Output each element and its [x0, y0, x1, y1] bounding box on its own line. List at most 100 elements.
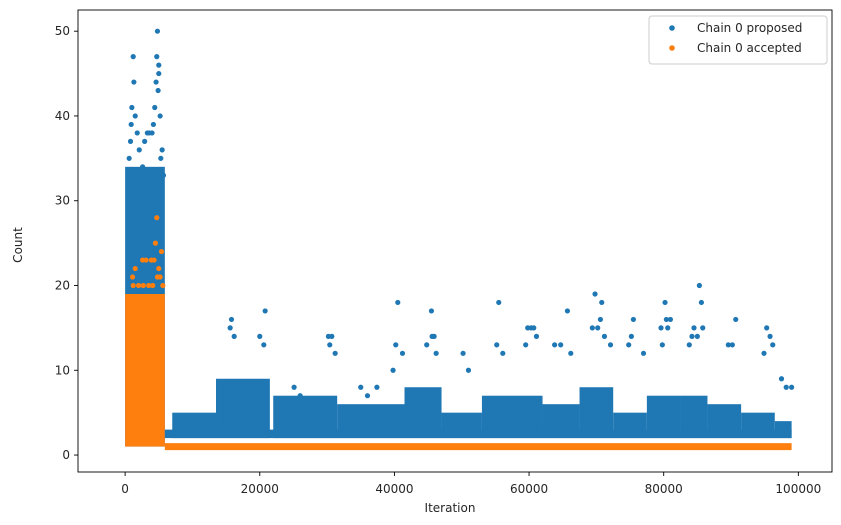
legend-box	[648, 15, 828, 65]
accepted-point-0	[154, 215, 160, 221]
dense-proposed-band-1	[216, 378, 270, 439]
proposed-point-0	[130, 54, 136, 60]
proposed-point-98	[767, 333, 773, 339]
proposed-point-35	[262, 308, 268, 314]
proposed-point-32	[228, 316, 235, 323]
proposed-point-39	[297, 393, 303, 399]
proposed-point-87	[696, 282, 702, 289]
y-tick-label-1: 10	[55, 363, 70, 377]
dense-proposed-floor	[164, 429, 792, 439]
proposed-point-93	[686, 342, 692, 348]
y-tick-label-5: 50	[55, 24, 70, 38]
x-tick-label-5: 100000	[775, 482, 821, 496]
proposed-point-23	[127, 138, 134, 144]
proposed-point-41	[329, 333, 335, 339]
proposed-point-20	[158, 155, 164, 161]
proposed-point-77	[630, 316, 637, 323]
proposed-point-27	[160, 172, 167, 178]
proposed-point-78	[628, 333, 634, 339]
x-tick-label-3: 60000	[510, 482, 548, 496]
proposed-point-48	[395, 299, 401, 306]
proposed-point-83	[663, 316, 669, 323]
x-tick-label-4: 80000	[645, 482, 683, 496]
proposed-point-64	[533, 333, 540, 339]
axes	[77, 9, 833, 473]
proposed-point-25	[133, 172, 139, 178]
proposed-point-45	[364, 393, 371, 399]
proposed-point-12	[154, 54, 160, 60]
proposed-point-21	[149, 130, 155, 136]
proposed-point-24	[126, 155, 132, 161]
proposed-point-102	[789, 384, 795, 390]
proposed-point-13	[154, 28, 161, 34]
proposed-point-56	[460, 350, 466, 356]
proposed-point-28	[138, 189, 144, 195]
proposed-point-44	[358, 384, 364, 390]
axes-frame	[77, 9, 833, 473]
accepted-point-12	[135, 282, 142, 289]
proposed-point-46	[374, 384, 380, 390]
accepted-point-16	[160, 282, 166, 289]
proposed-point-94	[733, 316, 739, 323]
proposed-point-86	[659, 342, 665, 348]
proposed-point-103	[778, 376, 785, 382]
proposed-point-1	[131, 79, 137, 85]
x-tick-label-2: 40000	[375, 482, 413, 496]
proposed-point-91	[689, 333, 695, 339]
y-tick-label-0: 0	[62, 448, 70, 462]
proposed-point-16	[153, 79, 159, 85]
proposed-point-65	[523, 342, 529, 348]
y-tick-label-3: 30	[55, 194, 70, 208]
y-tick-label-4: 40	[55, 109, 70, 123]
proposed-point-67	[564, 308, 571, 314]
accepted-point-15	[150, 282, 156, 289]
legend: Chain 0 proposed Chain 0 accepted	[648, 15, 828, 65]
y-axis-label: Count	[11, 227, 25, 263]
proposed-point-59	[494, 342, 500, 348]
proposed-point-53	[431, 333, 437, 339]
x-tick-label-0: 0	[121, 482, 129, 496]
proposed-point-74	[601, 333, 608, 339]
y-ticks: 0 10 20 30 40 50	[55, 24, 78, 462]
proposed-point-81	[658, 325, 664, 331]
proposed-point-79	[626, 342, 632, 348]
proposed-point-36	[257, 333, 263, 339]
legend-label-accepted: Chain 0 accepted	[697, 41, 802, 55]
dense-accepted-burnin	[125, 293, 165, 447]
proposed-point-100	[761, 350, 767, 356]
proposed-point-38	[291, 384, 297, 390]
proposed-point-50	[399, 350, 406, 356]
proposed-point-72	[597, 316, 604, 323]
proposed-point-75	[589, 325, 595, 331]
proposed-point-54	[424, 342, 430, 348]
proposed-point-37	[261, 342, 267, 348]
accepted-point-3	[143, 257, 149, 263]
proposed-point-7	[140, 164, 146, 170]
proposed-point-88	[698, 299, 704, 306]
proposed-point-3	[132, 113, 138, 119]
proposed-point-95	[729, 342, 735, 348]
proposed-point-49	[393, 342, 399, 348]
proposed-point-82	[662, 299, 668, 306]
proposed-point-73	[595, 325, 601, 331]
proposed-point-58	[496, 299, 502, 306]
proposed-point-63	[531, 325, 537, 331]
proposed-point-89	[691, 325, 697, 331]
y-tick-label-2: 20	[55, 279, 70, 293]
proposed-point-14	[156, 62, 162, 68]
proposed-point-96	[725, 342, 731, 348]
accepted-point-11	[130, 282, 136, 289]
proposed-point-10	[150, 121, 156, 128]
proposed-point-47	[390, 367, 396, 373]
accepted-point-13	[140, 282, 146, 289]
proposed-point-84	[667, 316, 674, 323]
proposed-point-22	[142, 138, 148, 144]
proposed-point-70	[592, 291, 598, 297]
x-axis-label: Iteration	[425, 501, 476, 515]
proposed-point-30	[129, 206, 136, 212]
proposed-point-57	[465, 367, 472, 373]
proposed-point-51	[428, 308, 435, 314]
accepted-point-9	[157, 274, 163, 280]
proposed-point-60	[500, 350, 506, 356]
